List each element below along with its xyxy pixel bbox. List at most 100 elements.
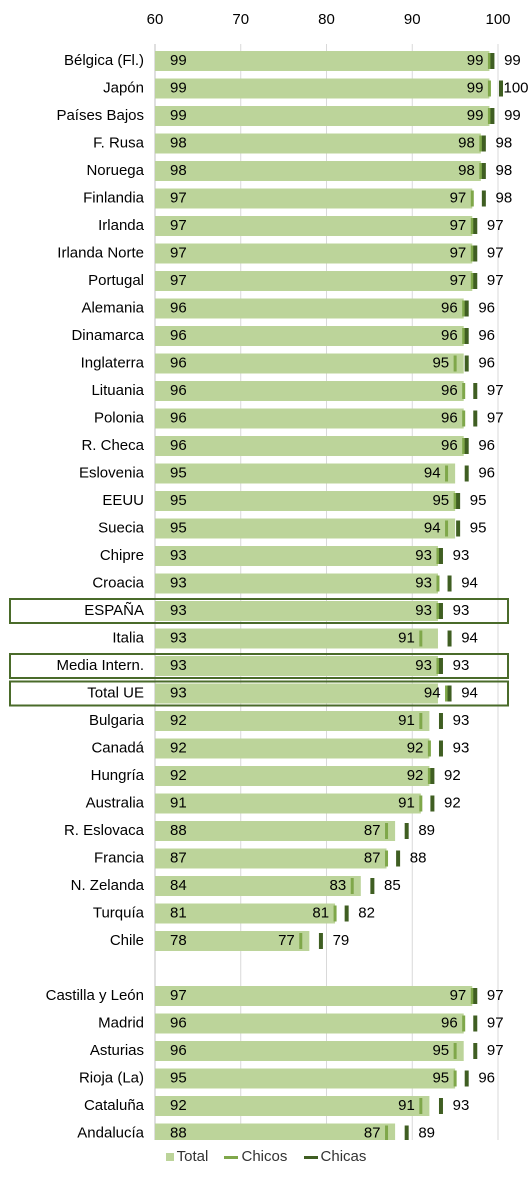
category-label-portugal: Portugal	[88, 272, 144, 289]
bar-total-jap-n	[155, 78, 490, 99]
value-chicos-espa-a: 93	[415, 602, 432, 619]
marker-chicas-canad-	[438, 740, 443, 757]
value-chicos-alemania: 96	[441, 299, 458, 316]
marker-chicas-alemania	[464, 300, 469, 317]
marker-chicos-italia	[419, 630, 423, 647]
marker-chicos-castilla-y-le-n	[470, 988, 474, 1004]
value-total-turqu-a: 81	[170, 904, 187, 921]
value-total-australia: 91	[170, 794, 187, 811]
value-total-portugal: 97	[170, 272, 187, 289]
category-label-pa-ses-bajos: Países Bajos	[56, 107, 144, 124]
value-chicas-finlandia: 98	[496, 189, 513, 206]
category-label-madrid: Madrid	[98, 1014, 144, 1031]
category-label-noruega: Noruega	[86, 162, 144, 179]
marker-chicos-jap-n	[487, 80, 491, 97]
value-total-media-intern-: 93	[170, 657, 187, 674]
bar-total-canad-	[155, 738, 430, 759]
category-label-francia: Francia	[94, 849, 145, 866]
value-chicas-australia: 92	[444, 794, 461, 811]
bar-total-polonia	[155, 408, 464, 429]
category-label-chile: Chile	[110, 932, 144, 949]
marker-chicas-dinamarca	[464, 328, 469, 344]
value-total-dinamarca: 96	[170, 327, 187, 344]
marker-chicos-australia	[419, 795, 423, 812]
value-total-catalu-a: 92	[170, 1097, 187, 1114]
value-total-r-eslovaca: 88	[170, 822, 187, 839]
value-total-rioja-la-: 95	[170, 1069, 187, 1086]
bar-total-irlanda	[155, 216, 473, 236]
marker-chicos-inglaterra	[453, 355, 457, 372]
value-chicos-jap-n: 99	[467, 79, 484, 96]
bar-total-irlanda-norte	[155, 243, 473, 264]
value-total-irlanda-norte: 97	[170, 244, 187, 261]
marker-chicos-francia	[385, 850, 389, 867]
value-chicas-media-intern-: 93	[453, 657, 470, 674]
value-chicas-hungr-a: 92	[444, 767, 461, 784]
value-chicas-r-checa: 96	[478, 437, 495, 454]
marker-chicas-n-zelanda	[370, 878, 375, 894]
marker-chicas-eeuu	[456, 493, 461, 509]
marker-chicas-eslovenia	[464, 465, 469, 482]
value-total-espa-a: 93	[170, 602, 187, 619]
value-total-jap-n: 99	[170, 79, 187, 96]
bar-total-francia	[155, 848, 387, 869]
category-label-asturias: Asturias	[90, 1042, 144, 1059]
value-chicos-rioja-la-: 95	[432, 1069, 449, 1086]
category-label-castilla-y-le-n: Castilla y León	[46, 987, 144, 1004]
category-label-b-lgica-fl-: Bélgica (Fl.)	[64, 52, 144, 69]
bar-total-finlandia	[155, 188, 473, 209]
category-label-espa-a: ESPAÑA	[84, 602, 144, 619]
marker-chicos-portugal	[470, 273, 474, 289]
category-label-catalu-a: Cataluña	[84, 1097, 145, 1114]
value-chicas-francia: 88	[410, 849, 427, 866]
bar-total-madrid	[155, 1013, 464, 1034]
value-total-hungr-a: 92	[170, 767, 187, 784]
bar-total-catalu-a	[155, 1096, 430, 1116]
value-total-r-checa: 96	[170, 437, 187, 454]
marker-chicas-r-checa	[464, 438, 469, 454]
bar-total-castilla-y-le-n	[155, 986, 473, 1006]
marker-chicos-bulgaria	[419, 713, 423, 729]
value-total-n-zelanda: 84	[170, 877, 187, 894]
marker-chicos-espa-a	[436, 603, 440, 619]
bar-total-bulgaria	[155, 711, 430, 731]
value-total-lituania: 96	[170, 382, 187, 399]
value-chicas-irlanda-norte: 97	[487, 244, 504, 261]
marker-chicos-turqu-a	[333, 905, 337, 922]
value-chicas-turqu-a: 82	[358, 904, 375, 921]
value-chicos-suecia: 94	[424, 519, 441, 536]
value-chicas-b-lgica-fl-: 99	[504, 52, 521, 69]
legend-chicos-label: Chicos	[241, 1148, 288, 1165]
value-total-alemania: 96	[170, 299, 187, 316]
marker-chicas-chipre	[438, 548, 443, 564]
marker-chicos-chile	[299, 933, 303, 949]
value-chicos-chipre: 93	[415, 547, 432, 564]
bar-total-r-checa	[155, 436, 464, 456]
value-chicas-chile: 79	[333, 932, 350, 949]
category-label-irlanda-norte: Irlanda Norte	[57, 244, 144, 261]
marker-chicos-canad-	[427, 740, 431, 757]
x-tick-label-100: 100	[485, 11, 510, 28]
bar-total-eslovenia	[155, 463, 456, 484]
category-label-chipre: Chipre	[100, 547, 144, 564]
marker-chicas-hungr-a	[430, 768, 435, 784]
bar-total-espa-a	[155, 601, 438, 621]
marker-chicos-eslovenia	[445, 465, 449, 482]
value-total-canad-: 92	[170, 739, 187, 756]
value-chicas-r-eslovaca: 89	[418, 822, 435, 839]
value-total-b-lgica-fl-: 99	[170, 52, 187, 69]
value-chicas-croacia: 94	[461, 574, 478, 591]
marker-chicos-chipre	[436, 548, 440, 564]
bar-total-australia	[155, 793, 421, 814]
legend: Total Chicos Chicas	[0, 1148, 532, 1165]
value-chicos-madrid: 96	[441, 1014, 458, 1031]
bar-total-rioja-la-	[155, 1068, 456, 1089]
value-total-castilla-y-le-n: 97	[170, 987, 187, 1004]
highlight-box-media-intern-	[9, 653, 509, 679]
marker-chicos-andaluc-a	[385, 1125, 389, 1140]
value-total-total-ue: 93	[170, 684, 187, 701]
value-total-eeuu: 95	[170, 492, 187, 509]
value-chicas-bulgaria: 93	[453, 712, 470, 729]
category-label-polonia: Polonia	[94, 409, 145, 426]
legend-total-swatch	[165, 1153, 174, 1162]
